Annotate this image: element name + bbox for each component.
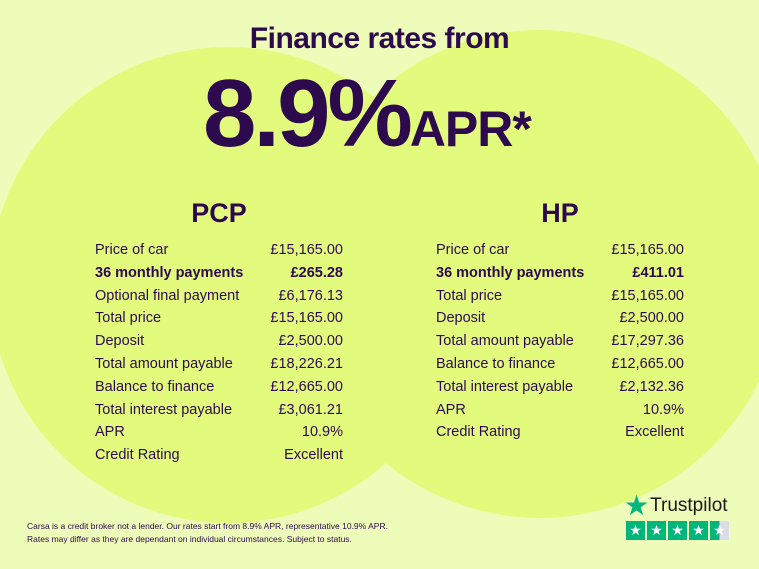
row-label: Deposit — [436, 310, 486, 327]
row-value: £2,132.36 — [619, 378, 684, 395]
row-label: Deposit — [95, 333, 145, 350]
row-value: £265.28 — [290, 264, 343, 281]
rate-value: 8.9% — [203, 60, 413, 167]
rating-stars: ★ ★ ★ ★ ★ — [626, 521, 729, 540]
table-row: Total amount payable £18,226.21 — [95, 353, 343, 376]
table-row: Optional final payment £6,176.13 — [95, 285, 343, 308]
star-icon: ★ — [626, 521, 645, 540]
row-value: £18,226.21 — [270, 355, 343, 372]
table-row: Price of car £15,165.00 — [436, 239, 684, 262]
row-value: £3,061.21 — [278, 401, 343, 418]
row-value: 10.9% — [642, 401, 684, 418]
row-value: Excellent — [625, 424, 684, 441]
row-value: £15,165.00 — [270, 242, 343, 258]
row-value: 10.9% — [301, 424, 343, 441]
star-icon: ★ — [710, 521, 729, 540]
row-label: Total price — [436, 287, 503, 304]
disclaimer-line-1: Carsa is a credit broker not a lender. O… — [27, 521, 388, 531]
row-label: Credit Rating — [95, 447, 180, 464]
row-label: Total price — [95, 310, 162, 327]
row-value: Excellent — [284, 447, 343, 464]
row-value: £2,500.00 — [619, 310, 684, 327]
decor-circle-right — [296, 30, 759, 518]
star-icon: ★ — [668, 521, 687, 540]
trustpilot-badge[interactable]: ★ Trustpilot ★ ★ ★ ★ ★ — [624, 490, 729, 540]
row-value: £17,297.36 — [611, 333, 684, 350]
rate-display: 8.9%APR* — [203, 64, 532, 164]
headline: Finance rates from — [249, 22, 510, 55]
row-value: £6,176.13 — [278, 287, 343, 304]
apr-label: APR* — [409, 101, 532, 157]
star-icon: ★ — [647, 521, 666, 540]
row-label: Total interest payable — [95, 401, 233, 418]
row-value: £15,165.00 — [611, 287, 684, 304]
row-label: APR — [95, 424, 125, 441]
table-row: Price of car £15,165.00 — [95, 239, 343, 262]
table-row: Total price £15,165.00 — [436, 285, 684, 308]
hp-title: HP — [541, 198, 579, 228]
trustpilot-label: Trustpilot — [650, 495, 728, 516]
row-label: 36 monthly payments — [436, 264, 585, 281]
table-row: 36 monthly payments £265.28 — [95, 262, 343, 285]
hp-table: HP Price of car £15,165.00 36 monthly paym… — [436, 198, 684, 444]
row-value: £12,665.00 — [611, 355, 684, 372]
star-icon: ★ — [689, 521, 708, 540]
disclaimer: Carsa is a credit broker not a lender. O… — [27, 520, 388, 545]
table-row: Total interest payable £2,132.36 — [436, 376, 684, 399]
row-label: Price of car — [436, 242, 510, 258]
table-row: Credit Rating Excellent — [95, 444, 343, 467]
table-row: APR 10.9% — [95, 421, 343, 444]
row-value: £15,165.00 — [270, 310, 343, 327]
table-row: Total amount payable £17,297.36 — [436, 330, 684, 353]
table-row: Balance to finance £12,665.00 — [95, 376, 343, 399]
row-label: Total interest payable — [436, 378, 574, 395]
row-label: 36 monthly payments — [95, 264, 244, 281]
table-row: Deposit £2,500.00 — [95, 330, 343, 353]
table-row: APR 10.9% — [436, 399, 684, 422]
row-label: Total amount payable — [95, 355, 233, 372]
row-value: £411.01 — [632, 264, 684, 281]
disclaimer-line-2: Rates may differ as they are dependant o… — [27, 533, 352, 544]
row-label: Total amount payable — [436, 333, 574, 350]
row-label: APR — [436, 401, 466, 418]
row-label: Balance to finance — [436, 355, 556, 372]
row-label: Optional final payment — [95, 287, 240, 304]
row-value: £15,165.00 — [611, 242, 684, 258]
row-label: Balance to finance — [95, 378, 215, 395]
table-row: Balance to finance £12,665.00 — [436, 353, 684, 376]
table-row: 36 monthly payments £411.01 — [436, 262, 684, 285]
star-icon: ★ — [624, 490, 650, 521]
table-row: Credit Rating Excellent — [436, 421, 684, 444]
row-label: Price of car — [95, 242, 169, 258]
table-row: Deposit £2,500.00 — [436, 307, 684, 330]
row-value: £2,500.00 — [278, 333, 343, 350]
row-value: £12,665.00 — [270, 378, 343, 395]
table-row: Total price £15,165.00 — [95, 307, 343, 330]
pcp-table: PCP Price of car £15,165.00 36 monthly pay… — [95, 198, 343, 467]
row-label: Credit Rating — [436, 424, 521, 441]
pcp-title: PCP — [191, 198, 247, 228]
table-row: Total interest payable £3,061.21 — [95, 399, 343, 422]
